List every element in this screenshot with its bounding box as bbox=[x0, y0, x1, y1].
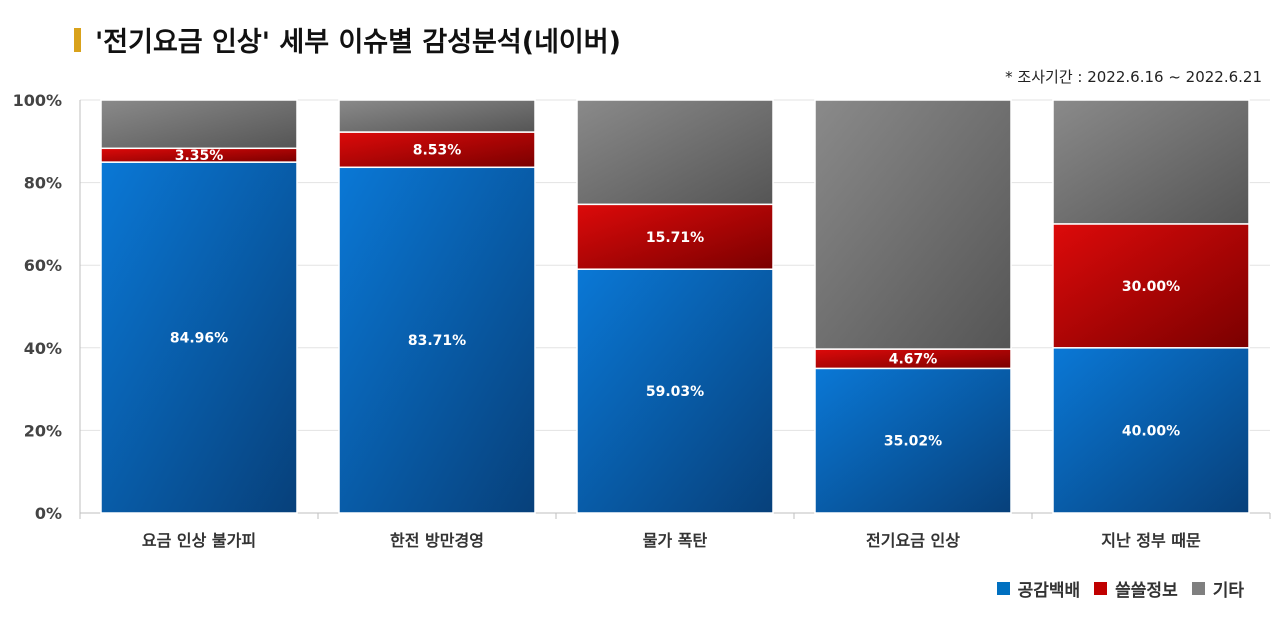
bar-segment-other bbox=[100, 99, 298, 150]
legend-swatch-positive bbox=[996, 582, 1010, 595]
x-tick-label: 전기요금 인상 bbox=[866, 531, 960, 550]
data-labels: 84.96% 3.35% 83.71% 8.53% 59.03% 15.71% 35.02%… bbox=[170, 143, 1180, 450]
bars bbox=[100, 99, 1250, 514]
data-label-positive: 35.02% bbox=[884, 434, 942, 450]
legend-swatch-negative bbox=[1094, 582, 1108, 595]
bar-segment-other bbox=[576, 99, 774, 206]
bar-segment-negative bbox=[1052, 223, 1250, 349]
y-tick-label: 60% bbox=[24, 256, 62, 275]
legend: 공감백배 쓸쓸정보 기타 bbox=[983, 576, 1244, 601]
bar-segment-negative bbox=[576, 203, 774, 270]
bar-segment-positive bbox=[576, 268, 774, 514]
bar-segment-positive bbox=[814, 367, 1012, 514]
data-label-negative: 4.67% bbox=[889, 352, 938, 368]
bar-segment-other bbox=[1052, 99, 1250, 225]
legend-item-other: 기타 bbox=[1191, 576, 1244, 601]
bar-segment-negative bbox=[338, 131, 536, 169]
chart-title: '전기요금 인상' 세부 이슈별 감성분석(네이버) bbox=[95, 27, 621, 58]
data-label-negative: 15.71% bbox=[646, 230, 704, 246]
x-tick-label: 한전 방만경영 bbox=[390, 531, 484, 550]
data-label-negative: 30.00% bbox=[1122, 279, 1180, 295]
legend-swatch-other bbox=[1191, 582, 1205, 595]
y-tick-label: 80% bbox=[24, 174, 62, 193]
data-label-positive: 40.00% bbox=[1122, 423, 1180, 439]
legend-label-negative: 쓸쓸정보 bbox=[1115, 581, 1178, 601]
legend-item-negative: 쓸쓸정보 bbox=[1094, 576, 1178, 601]
y-tick-label: 0% bbox=[35, 504, 62, 523]
data-label-negative: 8.53% bbox=[413, 143, 462, 159]
x-tick-label: 물가 폭탄 bbox=[643, 531, 708, 550]
y-tick-label: 40% bbox=[24, 339, 62, 358]
title-accent-bar bbox=[74, 27, 81, 52]
data-label-negative: 3.35% bbox=[175, 148, 224, 164]
legend-item-positive: 공감백배 bbox=[996, 576, 1081, 601]
bar-segment-positive bbox=[1052, 347, 1250, 514]
data-label-positive: 59.03% bbox=[646, 384, 704, 400]
title-block: '전기요금 인상' 세부 이슈별 감성분석(네이버) bbox=[74, 20, 621, 59]
legend-label-other: 기타 bbox=[1212, 581, 1244, 601]
survey-period: * 조사기간 : 2022.6.16 ~ 2022.6.21 bbox=[1005, 68, 1262, 86]
data-label-positive: 84.96% bbox=[170, 331, 228, 347]
y-tick-label: 100% bbox=[13, 91, 62, 110]
bar-segment-positive bbox=[100, 161, 298, 514]
bar-segment-positive bbox=[338, 166, 536, 514]
legend-label-positive: 공감백배 bbox=[1017, 581, 1081, 601]
x-tick-label: 요금 인상 불가피 bbox=[142, 531, 256, 550]
data-label-positive: 83.71% bbox=[408, 333, 466, 349]
bar-segment-other bbox=[814, 99, 1012, 350]
bar-segment-other bbox=[338, 99, 536, 133]
x-tick-label: 지난 정부 때문 bbox=[1101, 531, 1201, 550]
y-tick-label: 20% bbox=[24, 421, 62, 440]
